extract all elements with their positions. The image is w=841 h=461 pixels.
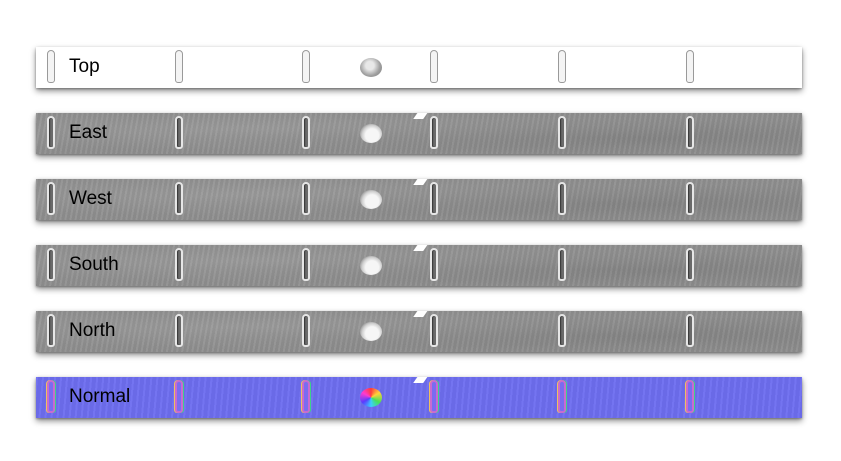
slot-cutout-icon <box>558 50 566 83</box>
slot-cutout-icon <box>302 314 310 347</box>
dimple-icon <box>360 124 382 143</box>
dimple-icon <box>360 322 382 341</box>
dimple-icon <box>360 388 382 407</box>
dimple-icon <box>360 190 382 209</box>
strip-label-south: South <box>69 254 119 275</box>
slot-cutout-icon <box>47 182 55 215</box>
slot-cutout-icon <box>558 182 566 215</box>
slot-cutout-icon <box>175 50 183 83</box>
strip-label-east: East <box>69 122 108 143</box>
slot-cutout-icon <box>430 248 438 281</box>
slot-cutout-icon <box>175 248 183 281</box>
slot-cutout-icon <box>47 314 55 347</box>
slot-cutout-icon <box>302 116 310 149</box>
slot-cutout-icon <box>302 182 310 215</box>
slot-cutout-icon <box>430 50 438 83</box>
slot-cutout-icon <box>47 380 55 413</box>
slot-cutout-icon <box>175 380 183 413</box>
slot-cutout-icon <box>302 248 310 281</box>
slot-cutout-icon <box>686 182 694 215</box>
slot-cutout-icon <box>47 248 55 281</box>
slot-cutout-icon <box>430 380 438 413</box>
slot-cutout-icon <box>302 50 310 83</box>
slot-cutout-icon <box>686 116 694 149</box>
slot-cutout-icon <box>558 380 566 413</box>
dimple-icon <box>360 256 382 275</box>
slot-cutout-icon <box>686 50 694 83</box>
corner-notch <box>413 47 429 53</box>
strip-label-west: West <box>69 188 112 209</box>
strip-north: North <box>36 311 802 352</box>
corner-notch <box>413 179 429 185</box>
slot-cutout-icon <box>302 380 310 413</box>
slot-cutout-icon <box>686 314 694 347</box>
slot-cutout-icon <box>558 314 566 347</box>
slot-cutout-icon <box>430 314 438 347</box>
corner-notch <box>413 113 429 119</box>
strip-east: East <box>36 113 802 154</box>
slot-cutout-icon <box>430 116 438 149</box>
strip-label-north: North <box>69 320 116 341</box>
strip-normal: Normal <box>36 377 802 418</box>
slot-cutout-icon <box>175 182 183 215</box>
slot-cutout-icon <box>558 248 566 281</box>
corner-notch <box>413 377 429 383</box>
slot-cutout-icon <box>47 116 55 149</box>
slot-cutout-icon <box>686 248 694 281</box>
strip-label-normal: Normal <box>69 386 131 407</box>
strip-south: South <box>36 245 802 286</box>
corner-notch <box>413 311 429 317</box>
strip-top: Top <box>36 47 802 88</box>
strip-label-top: Top <box>69 56 100 77</box>
dimple-icon <box>360 58 382 77</box>
slot-cutout-icon <box>175 314 183 347</box>
slot-cutout-icon <box>175 116 183 149</box>
corner-notch <box>413 245 429 251</box>
slot-cutout-icon <box>430 182 438 215</box>
slot-cutout-icon <box>686 380 694 413</box>
slot-cutout-icon <box>47 50 55 83</box>
strip-west: West <box>36 179 802 220</box>
slot-cutout-icon <box>558 116 566 149</box>
